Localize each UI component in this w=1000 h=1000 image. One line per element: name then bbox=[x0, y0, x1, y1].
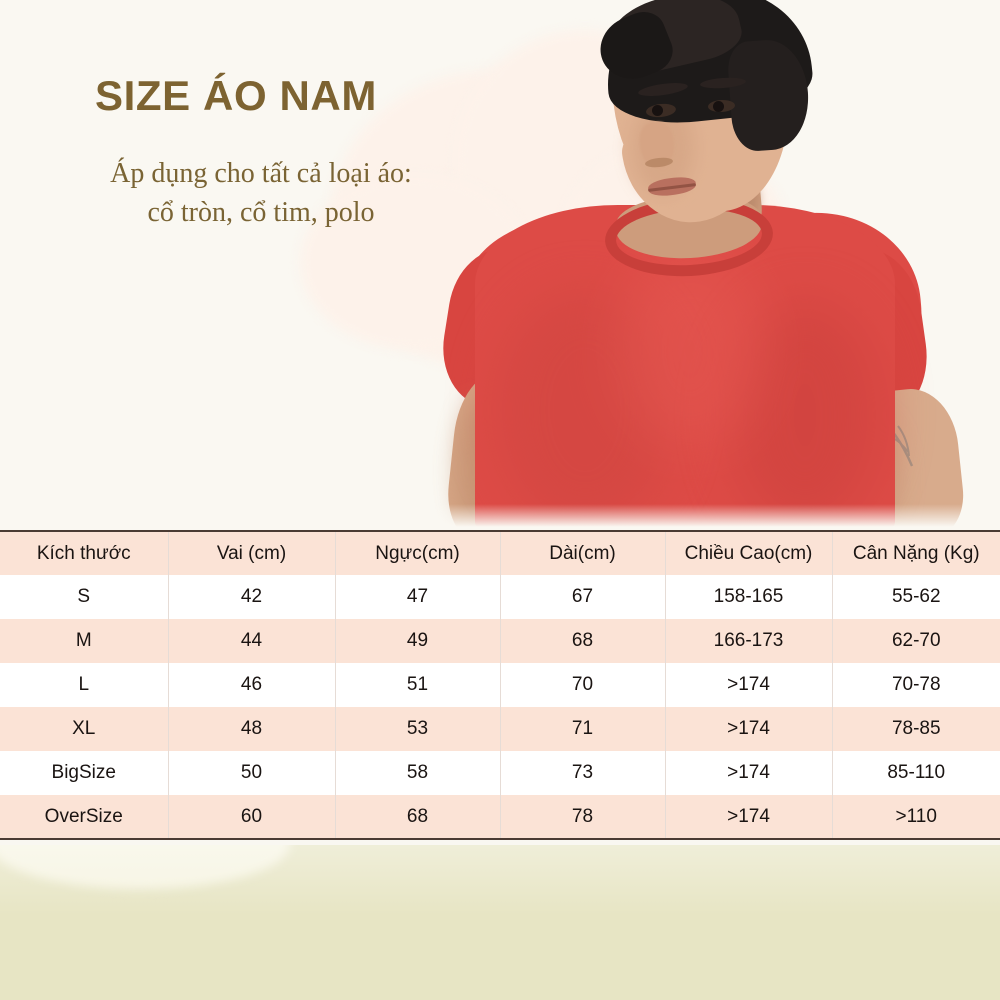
cell-cao: 166-173 bbox=[665, 619, 833, 663]
cell-size: BigSize bbox=[0, 751, 169, 795]
cell-vai: 48 bbox=[168, 707, 336, 751]
cell-size: M bbox=[0, 619, 169, 663]
cell-vai: 60 bbox=[168, 795, 336, 839]
cell-nang: 70-78 bbox=[831, 663, 1000, 707]
cell-cao: >174 bbox=[665, 751, 833, 795]
cell-cao: >174 bbox=[665, 663, 833, 707]
cell-nguc: 47 bbox=[335, 575, 501, 619]
page-title: SIZE ÁO NAM bbox=[95, 72, 377, 119]
table-row: OverSize 60 68 78 >174 >110 bbox=[0, 795, 1000, 839]
subtitle-line-2: cổ tròn, cổ tim, polo bbox=[147, 196, 375, 228]
cell-vai: 50 bbox=[168, 751, 336, 795]
column-header-cao: Chiều Cao(cm) bbox=[665, 531, 833, 575]
pupil-right bbox=[713, 101, 724, 112]
model-photo bbox=[400, 0, 1000, 530]
table-header-row: Kích thước Vai (cm) Ngực(cm) Dài(cm) Chi… bbox=[0, 531, 1000, 575]
cell-size: XL bbox=[0, 707, 169, 751]
cell-nguc: 51 bbox=[335, 663, 501, 707]
page-subtitle: Áp dụng cho tất cả loại áo: cổ tròn, cổ … bbox=[66, 155, 456, 232]
cell-nang: 85-110 bbox=[831, 751, 1000, 795]
cell-dai: 78 bbox=[500, 795, 666, 839]
table-row: M 44 49 68 166-173 62-70 bbox=[0, 619, 1000, 663]
cell-nang: 55-62 bbox=[831, 575, 1000, 619]
column-header-nguc: Ngực(cm) bbox=[335, 531, 501, 575]
shirt-highlight bbox=[615, 250, 765, 450]
table-row: S 42 47 67 158-165 55-62 bbox=[0, 575, 1000, 619]
photo-bottom-fade bbox=[400, 504, 1000, 530]
cell-vai: 44 bbox=[168, 619, 336, 663]
cell-dai: 68 bbox=[500, 619, 666, 663]
cell-cao: 158-165 bbox=[665, 575, 833, 619]
cell-vai: 42 bbox=[168, 575, 336, 619]
table-row: BigSize 50 58 73 >174 85-110 bbox=[0, 751, 1000, 795]
cell-vai: 46 bbox=[168, 663, 336, 707]
cell-cao: >174 bbox=[665, 795, 833, 839]
shirt-shading-right bbox=[730, 300, 880, 530]
shirt-shading-left bbox=[495, 290, 675, 530]
cell-nguc: 49 bbox=[335, 619, 501, 663]
pupil-left bbox=[652, 105, 663, 116]
footer-sheen bbox=[0, 845, 1000, 915]
column-header-dai: Dài(cm) bbox=[500, 531, 666, 575]
cell-nguc: 58 bbox=[335, 751, 501, 795]
cell-size: S bbox=[0, 575, 169, 619]
cell-dai: 73 bbox=[500, 751, 666, 795]
table-row: L 46 51 70 >174 70-78 bbox=[0, 663, 1000, 707]
footer-band bbox=[0, 845, 1000, 1000]
hero-section: SIZE ÁO NAM Áp dụng cho tất cả loại áo: … bbox=[0, 0, 1000, 530]
subtitle-line-1: Áp dụng cho tất cả loại áo: bbox=[110, 158, 412, 189]
cell-dai: 70 bbox=[500, 663, 666, 707]
size-table: Kích thước Vai (cm) Ngực(cm) Dài(cm) Chi… bbox=[0, 530, 1000, 840]
cell-nang: >110 bbox=[831, 795, 1000, 839]
column-header-size: Kích thước bbox=[0, 531, 169, 575]
table-row: XL 48 53 71 >174 78-85 bbox=[0, 707, 1000, 751]
column-header-nang: Cân Nặng (Kg) bbox=[831, 531, 1000, 575]
cell-dai: 71 bbox=[500, 707, 666, 751]
cell-size: L bbox=[0, 663, 169, 707]
cell-nguc: 68 bbox=[335, 795, 501, 839]
column-header-vai: Vai (cm) bbox=[168, 531, 336, 575]
cell-nguc: 53 bbox=[335, 707, 501, 751]
cell-size: OverSize bbox=[0, 795, 169, 839]
cell-nang: 78-85 bbox=[831, 707, 1000, 751]
cell-dai: 67 bbox=[500, 575, 666, 619]
cell-nang: 62-70 bbox=[831, 619, 1000, 663]
cell-cao: >174 bbox=[665, 707, 833, 751]
